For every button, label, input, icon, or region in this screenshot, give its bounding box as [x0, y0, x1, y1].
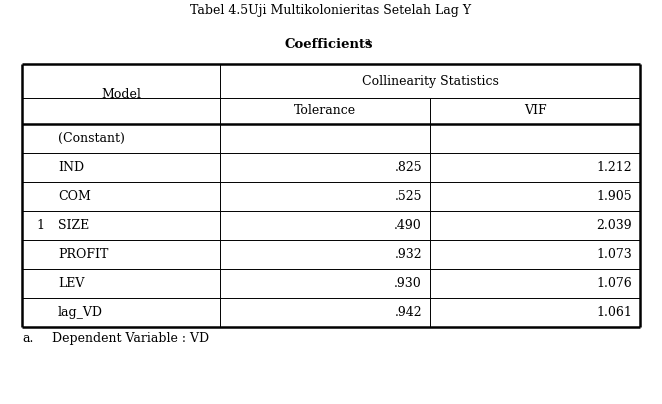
Text: 1.212: 1.212 [596, 161, 632, 174]
Text: Model: Model [101, 88, 141, 101]
Text: .525: .525 [395, 190, 422, 203]
Text: 1: 1 [36, 219, 44, 232]
Text: Dependent Variable : VD: Dependent Variable : VD [40, 332, 209, 345]
Text: 1.061: 1.061 [596, 306, 632, 319]
Text: lag_VD: lag_VD [58, 306, 103, 319]
Text: VIF: VIF [524, 105, 546, 118]
Text: a.: a. [22, 332, 33, 345]
Text: .825: .825 [395, 161, 422, 174]
Text: 1.073: 1.073 [596, 248, 632, 261]
Text: 2.039: 2.039 [596, 219, 632, 232]
Text: Tolerance: Tolerance [294, 105, 356, 118]
Text: 1.076: 1.076 [596, 277, 632, 290]
Text: Tabel 4.5Uji Multikolonieritas Setelah Lag Y: Tabel 4.5Uji Multikolonieritas Setelah L… [191, 4, 471, 17]
Text: .930: .930 [395, 277, 422, 290]
Text: Collinearity Statistics: Collinearity Statistics [361, 74, 498, 88]
Text: a: a [365, 37, 371, 46]
Text: SIZE: SIZE [58, 219, 89, 232]
Text: Coefficients: Coefficients [285, 38, 373, 51]
Text: PROFIT: PROFIT [58, 248, 109, 261]
Text: LEV: LEV [58, 277, 84, 290]
Text: .942: .942 [395, 306, 422, 319]
Text: COM: COM [58, 190, 91, 203]
Text: .932: .932 [395, 248, 422, 261]
Text: IND: IND [58, 161, 84, 174]
Text: (Constant): (Constant) [58, 132, 125, 145]
Text: .490: .490 [395, 219, 422, 232]
Text: 1.905: 1.905 [596, 190, 632, 203]
